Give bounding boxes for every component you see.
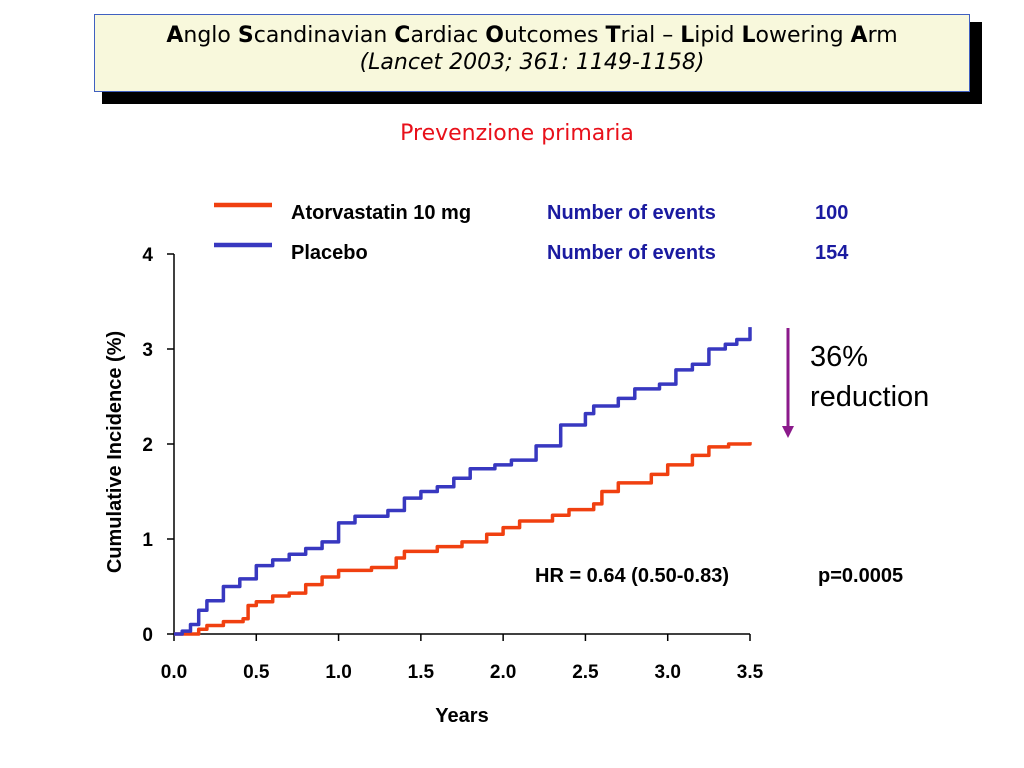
- citation: (Lancet 2003; 361: 1149-1158): [359, 50, 705, 75]
- x-tick-label: 3.5: [737, 662, 764, 683]
- slide-title: Anglo Scandinavian Cardiac Outcomes Tria…: [95, 23, 969, 48]
- x-tick-label: 2.0: [490, 662, 516, 683]
- y-tick-label: 2: [142, 435, 153, 456]
- title-initial: T: [605, 23, 621, 48]
- title-word-rest: owering: [755, 23, 851, 48]
- y-tick-label: 1: [142, 530, 153, 551]
- subtitle: Prevenzione primaria: [400, 121, 634, 146]
- title-word-rest: candinavian: [253, 23, 395, 48]
- y-tick-label: 3: [142, 340, 153, 361]
- x-tick-label: 2.5: [572, 662, 599, 683]
- legend-events-label: Number of events: [547, 242, 716, 264]
- x-tick-label: 0.0: [161, 662, 187, 683]
- legend-events-label: Number of events: [547, 202, 716, 224]
- hazard-ratio-text: HR = 0.64 (0.50-0.83): [535, 565, 729, 587]
- title-word-rest: nglo: [183, 23, 238, 48]
- y-axis-label: Cumulative Incidence (%): [104, 331, 126, 573]
- title-initial: A: [166, 23, 184, 48]
- legend-series-name: Placebo: [291, 242, 368, 264]
- title-initial: C: [394, 23, 411, 48]
- series-line-placebo: [174, 327, 752, 636]
- title-word-rest: ipid: [694, 23, 742, 48]
- series-line-atorvastatin: [174, 442, 752, 636]
- x-tick-label: 3.0: [655, 662, 681, 683]
- reduction-text-2: reduction: [810, 381, 929, 413]
- legend-series-name: Atorvastatin 10 mg: [291, 202, 471, 224]
- x-tick-label: 1.5: [408, 662, 435, 683]
- title-initial: O: [485, 23, 504, 48]
- title-initial: S: [237, 23, 254, 48]
- y-tick-label: 4: [142, 245, 153, 266]
- reduction-arrow-head: [782, 426, 794, 438]
- title-box: Anglo Scandinavian Cardiac Outcomes Tria…: [94, 14, 970, 92]
- x-tick-label: 0.5: [243, 662, 270, 683]
- reduction-text-1: 36%: [810, 341, 868, 373]
- p-value-text: p=0.0005: [818, 565, 903, 587]
- legend-events-count: 100: [815, 202, 848, 224]
- title-word-rest: rial –: [620, 23, 681, 48]
- title-word-rest: ardiac: [410, 23, 486, 48]
- legend: Atorvastatin 10 mg Number of events 100 Pla…: [214, 202, 849, 264]
- title-initial: L: [680, 23, 695, 48]
- title-word-rest: utcomes: [503, 23, 606, 48]
- axes: 0.0 0.5 1.0 1.5 2.0 2.5 3.0 3.5 0 1 2 3 4: [142, 245, 763, 683]
- title-initial: L: [741, 23, 756, 48]
- y-tick-label: 0: [142, 625, 153, 646]
- x-axis-label: Years: [435, 705, 488, 727]
- legend-events-count: 154: [815, 242, 849, 264]
- title-initial: A: [850, 23, 868, 48]
- series-lines: [174, 327, 752, 636]
- title-word-rest: rm: [867, 23, 898, 48]
- x-tick-label: 1.0: [325, 662, 351, 683]
